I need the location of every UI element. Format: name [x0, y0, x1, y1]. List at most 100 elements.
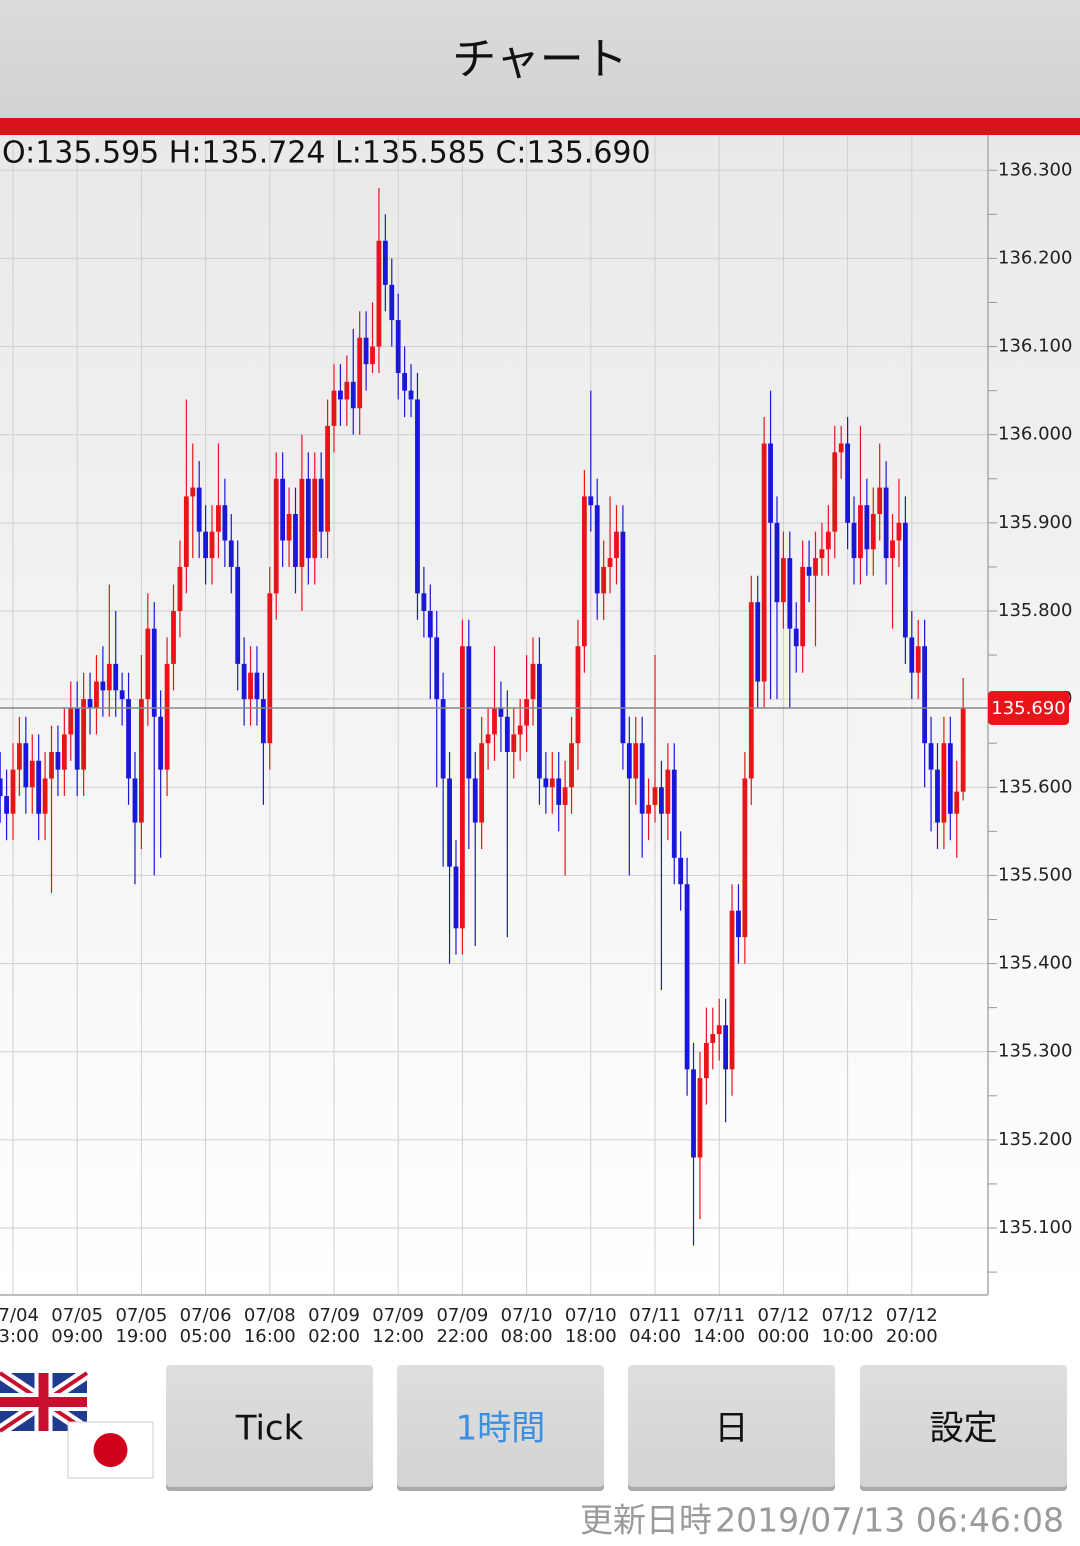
- x-tick-label: 13:00: [0, 1326, 39, 1347]
- candle-body: [710, 1034, 716, 1043]
- candle-body: [119, 690, 125, 700]
- candle-body: [338, 390, 343, 400]
- candle-body: [941, 743, 947, 823]
- candle-body: [877, 487, 883, 515]
- y-tick-label: 136.300: [998, 159, 1072, 180]
- candle-body: [601, 566, 607, 594]
- candle-body: [402, 372, 408, 391]
- button-label[interactable]: 1時間: [456, 1409, 546, 1449]
- candle-body: [620, 531, 626, 744]
- candle-body: [331, 390, 337, 426]
- footer-label: 更新日時: [580, 1501, 712, 1540]
- candle-body: [196, 487, 202, 532]
- candle-body: [126, 699, 131, 779]
- candle-body: [736, 910, 741, 938]
- x-tick-label: 16:00: [244, 1326, 296, 1347]
- candle-body: [742, 778, 748, 938]
- candle-body: [68, 707, 74, 735]
- candle-body: [453, 866, 459, 929]
- candle-body: [896, 522, 902, 541]
- candle-body: [845, 443, 850, 523]
- candle-body: [864, 505, 870, 550]
- candle-body: [472, 778, 478, 823]
- footer-timestamp: 2019/07/13 06:46:08: [715, 1501, 1064, 1540]
- candle-body: [363, 337, 369, 365]
- button[interactable]: [628, 1365, 835, 1487]
- candle-body: [556, 778, 562, 805]
- x-tick-label: 09:00: [51, 1326, 103, 1347]
- candle-body: [36, 760, 42, 814]
- candle-body: [928, 743, 934, 770]
- candle-body: [10, 769, 16, 814]
- candle-body: [678, 857, 684, 885]
- x-tick-label: 02:00: [308, 1326, 360, 1347]
- candle-body: [177, 566, 183, 611]
- candle-body: [427, 610, 433, 638]
- x-tick-label: 19:00: [115, 1326, 167, 1347]
- candle-body: [183, 496, 189, 567]
- candle-body: [209, 531, 215, 559]
- y-tick-label: 135.600: [998, 776, 1072, 797]
- x-tick-label: 07/09: [372, 1305, 424, 1326]
- candle-body: [697, 1078, 703, 1158]
- candle-body: [23, 743, 29, 788]
- candle-body: [588, 496, 594, 506]
- candle-body: [626, 743, 632, 779]
- candle-body: [49, 752, 54, 779]
- x-tick-label: 10:00: [822, 1326, 874, 1347]
- candle-body: [492, 707, 497, 735]
- candle-body: [819, 549, 825, 559]
- candle-body: [460, 646, 465, 929]
- y-tick-label: 135.100: [998, 1217, 1072, 1238]
- candle-body: [389, 284, 395, 321]
- button-label[interactable]: Tick: [235, 1409, 304, 1449]
- candle-body: [530, 663, 536, 700]
- x-tick-label: 00:00: [757, 1326, 809, 1347]
- candle-body: [909, 637, 915, 673]
- candle-body: [466, 646, 472, 779]
- candle-body: [203, 531, 208, 559]
- button[interactable]: [166, 1365, 373, 1487]
- candle-body: [870, 514, 876, 550]
- buttons: Tick 1時間 日 設定: [166, 1365, 1067, 1491]
- y-tick-label: 135.900: [998, 512, 1072, 533]
- candle-body: [312, 478, 318, 559]
- button[interactable]: [397, 1365, 604, 1487]
- x-tick-label: 07/10: [501, 1305, 553, 1326]
- candle-body: [440, 699, 446, 779]
- candle-body: [691, 1069, 696, 1158]
- x-tick-label: 07/12: [886, 1305, 938, 1326]
- candle-body: [549, 778, 555, 788]
- candle-body: [415, 399, 420, 594]
- candle-body: [344, 381, 350, 400]
- candle-body: [517, 725, 523, 735]
- candle-body: [922, 646, 928, 744]
- candle-body: [273, 478, 279, 594]
- header-title: チャート: [452, 34, 628, 85]
- x-tick-label: 07/09: [436, 1305, 488, 1326]
- button-label[interactable]: 設定: [930, 1409, 998, 1449]
- uk-flag: [0, 1368, 91, 1436]
- button-label[interactable]: 日: [715, 1409, 749, 1449]
- candle-body: [646, 804, 651, 814]
- x-tick-label: 07/05: [115, 1305, 167, 1326]
- candle-body: [748, 602, 754, 779]
- candle-body: [293, 514, 298, 567]
- x-tick-label: 05:00: [180, 1326, 232, 1347]
- button[interactable]: [860, 1365, 1067, 1487]
- x-tick-label: 18:00: [565, 1326, 617, 1347]
- candle-body: [935, 769, 940, 823]
- candle-body: [305, 478, 311, 559]
- x-tick-label: 08:00: [501, 1326, 553, 1347]
- candle-body: [723, 1025, 729, 1070]
- y-tick-label: 135.800: [998, 600, 1072, 621]
- last-price-label: 135.690: [991, 698, 1065, 719]
- accent-bar: [0, 118, 1080, 135]
- candle-body: [761, 443, 767, 682]
- x-tick-label: 22:00: [436, 1326, 488, 1347]
- candle-body: [537, 663, 542, 779]
- candle-body: [581, 496, 587, 647]
- candle-body: [479, 743, 485, 823]
- candle-body: [235, 566, 241, 664]
- candle-body: [851, 522, 857, 559]
